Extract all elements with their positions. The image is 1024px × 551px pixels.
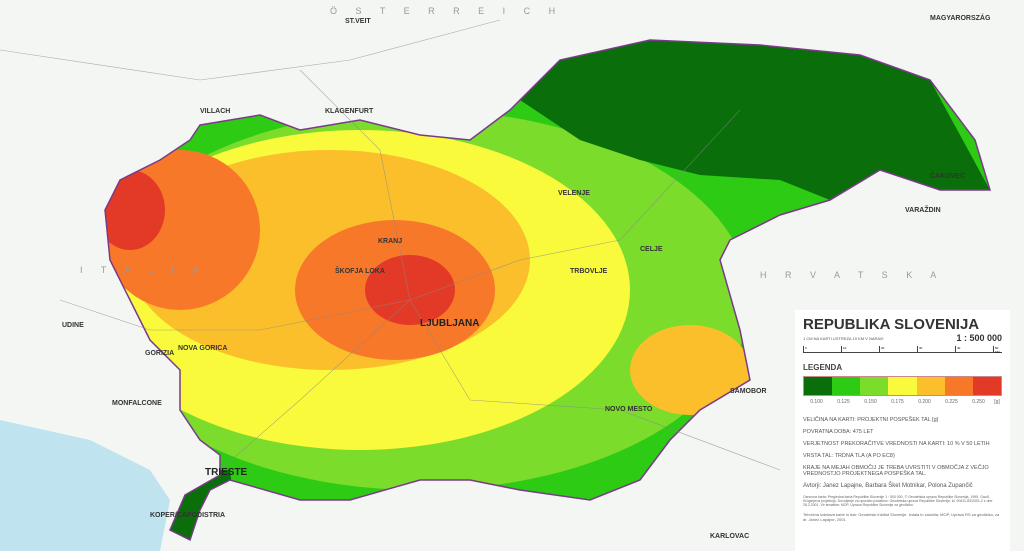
legend-value: 0.125 [837,399,850,405]
country-label-italy: I T A L I A [80,265,206,275]
scale-tick: 0 [803,346,807,352]
place-label: MAGYARORSZÁG [930,15,991,22]
place-label: MONFALCONE [112,400,162,407]
scale-tick: 50 KM [993,346,1002,354]
legend-unit: [g] [994,399,1000,405]
roads [0,19,781,471]
place-label: VARAŽDIN [905,207,941,214]
place-label: ŠKOFJA LOKA [335,268,385,275]
place-label: LJUBLJANA [420,318,480,329]
scale-tick: 10 [841,346,847,352]
scale-tick: 40 [955,346,961,352]
place-label: KLAGENFURT [325,108,374,115]
place-label: VELENJE [558,190,590,197]
legend-swatch [804,377,833,395]
place-label: KOPER/CAPODISTRIA [150,512,226,519]
zone-0.100 [520,40,990,200]
legend-value: 0.175 [891,399,904,405]
legend-value: 0.200 [918,399,931,405]
sources: Osnovna karta: Pregledna karta Republike… [803,495,993,507]
production-credits: Tehnična izdelava karte in tisk: Geodets… [803,512,1000,522]
adriatic-sea [0,420,170,551]
country-label-croatia: H R V A T S K A [760,270,945,280]
scale-note: 1 CM NA KARTI USTREZA 10 KM V NARAVI [803,335,884,341]
scale-tick: 30 [917,346,923,352]
place-label: KRANJ [378,238,403,245]
legend-ticks: 0.100 0.125 0.150 0.175 0.200 0.225 0.250 [g] [803,399,1002,405]
place-label: ČAKOVEC [930,173,966,180]
map-scale: 1 : 500 000 [956,333,1002,343]
legend-value: 0.150 [864,399,877,405]
zone-0.250 [365,255,455,325]
legend-value: 0.250 [972,399,985,405]
legend-swatch [832,377,861,395]
place-label: SAMOBOR [730,388,767,395]
place-label: KARLOVAC [710,533,750,540]
legend-swatch [944,377,973,395]
place-label: NOVA GORICA [178,345,228,352]
place-label: VILLACH [200,108,231,115]
place-label: NOVO MESTO [605,406,653,413]
zone-0.200 [630,325,750,415]
authors: Avtorji: Janez Lapajne, Barbara Šket Mot… [803,483,973,489]
place-label: GORIZIA [145,350,175,357]
scale-bar: 0 10 20 30 40 50 KM [803,346,1002,354]
map-title: REPUBLIKA SLOVENIJA [803,316,980,333]
place-label: TRBOVLJE [570,268,608,275]
country-label-austria: Ö S T E R R E I C H [330,6,564,16]
legend-note: VRSTA TAL: TRDNA TLA (A PO EC8) [803,453,895,459]
legend-swatches [803,376,1002,396]
legend-value: 0.100 [810,399,823,405]
legend-swatch [860,377,889,395]
place-label: UDINE [62,322,84,329]
legend-swatch [888,377,917,395]
legend-swatch [916,377,945,395]
legend-swatch [972,377,1001,395]
legend-note: KRAJE NA MEJAH OBMOČIJ JE TREBA UVRSTITI… [803,465,989,477]
place-label: CELJE [640,246,663,253]
place-label: TRIESTE [205,467,248,478]
legend-panel: REPUBLIKA SLOVENIJA 1 CM NA KARTI USTREZ… [795,310,1010,551]
legend-note: VELIČINA NA KARTI: PROJEKTNI POSPEŠEK TA… [803,417,939,423]
place-label: ST.VEIT [345,18,371,25]
legend-title: LEGENDA [803,363,843,372]
scale-tick: 20 [879,346,885,352]
legend-note: POVRATNA DOBA: 475 LET [803,429,874,435]
legend-note: VERJETNOST PREKORAČITVE VREDNOSTI NA KAR… [803,441,990,447]
legend-value: 0.225 [945,399,958,405]
